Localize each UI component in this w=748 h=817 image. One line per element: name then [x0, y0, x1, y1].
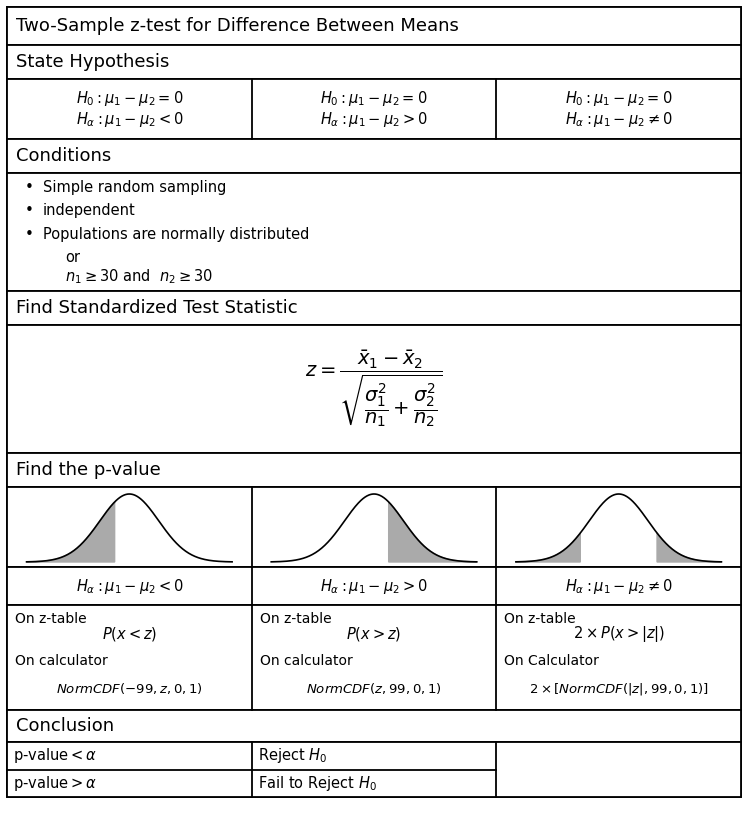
Text: Simple random sampling: Simple random sampling: [43, 180, 227, 194]
Bar: [7, 173, 741, 291]
Polygon shape: [657, 533, 721, 562]
Bar: [7, 742, 741, 797]
Text: On calculator: On calculator: [260, 654, 352, 667]
Text: Populations are normally distributed: Populations are normally distributed: [43, 227, 310, 242]
Text: $H_0:\mu_1 - \mu_2 = 0$
$H_\alpha:\mu_1 - \mu_2 < 0$: $H_0:\mu_1 - \mu_2 = 0$ $H_\alpha:\mu_1 …: [76, 88, 183, 129]
Bar: [7, 325, 741, 453]
Text: Find Standardized Test Statistic: Find Standardized Test Statistic: [16, 299, 298, 317]
Text: Conditions: Conditions: [16, 147, 111, 165]
Bar: [7, 7, 741, 45]
Bar: [7, 291, 741, 325]
Text: $z = \dfrac{\bar{x}_1 - \bar{x}_2}{\sqrt{\dfrac{\sigma_1^2}{n_1} + \dfrac{\sigma: $z = \dfrac{\bar{x}_1 - \bar{x}_2}{\sqrt…: [305, 348, 443, 430]
Polygon shape: [27, 502, 114, 562]
Text: $P(x > z)$: $P(x > z)$: [346, 625, 402, 644]
Text: On z-table: On z-table: [15, 612, 87, 626]
Text: On calculator: On calculator: [15, 654, 108, 667]
Text: State Hypothesis: State Hypothesis: [16, 53, 169, 71]
Text: On z-table: On z-table: [260, 612, 331, 626]
Text: •: •: [25, 203, 34, 218]
Text: $P(x < z)$: $P(x < z)$: [102, 625, 157, 644]
Bar: [7, 710, 741, 742]
Bar: [7, 79, 741, 139]
Text: Two-Sample z-test for Difference Between Means: Two-Sample z-test for Difference Between…: [16, 17, 459, 35]
Text: $2 \times P(x > |z|)$: $2 \times P(x > |z|)$: [572, 624, 665, 645]
Text: or: or: [65, 251, 80, 266]
Text: $2 \times [NormCDF(|z|, 99, 0,1)]$: $2 \times [NormCDF(|z|, 99, 0,1)]$: [529, 681, 708, 697]
Bar: [7, 45, 741, 79]
Text: $H_0:\mu_1 - \mu_2 = 0$
$H_\alpha:\mu_1 - \mu_2 > 0$: $H_0:\mu_1 - \mu_2 = 0$ $H_\alpha:\mu_1 …: [320, 88, 428, 129]
Text: Conclusion: Conclusion: [16, 717, 114, 735]
Text: Find the p-value: Find the p-value: [16, 461, 161, 479]
Text: •: •: [25, 180, 34, 194]
Text: independent: independent: [43, 203, 135, 218]
Text: $H_0:\mu_1 - \mu_2 = 0$
$H_\alpha:\mu_1 - \mu_2 \neq 0$: $H_0:\mu_1 - \mu_2 = 0$ $H_\alpha:\mu_1 …: [565, 88, 672, 129]
Text: Reject $H_0$: Reject $H_0$: [257, 746, 327, 766]
Bar: [7, 605, 741, 710]
Text: $H_\alpha:\mu_1 - \mu_2 < 0$: $H_\alpha:\mu_1 - \mu_2 < 0$: [76, 577, 183, 596]
Text: $H_\alpha:\mu_1 - \mu_2 \neq 0$: $H_\alpha:\mu_1 - \mu_2 \neq 0$: [565, 577, 672, 596]
Bar: [7, 567, 741, 605]
Text: p-value$< \alpha$: p-value$< \alpha$: [13, 746, 97, 766]
Polygon shape: [516, 533, 580, 562]
Text: Fail to Reject $H_0$: Fail to Reject $H_0$: [257, 774, 376, 792]
Bar: [7, 139, 741, 173]
Text: $n_1 \geq 30$ and  $n_2 \geq 30$: $n_1 \geq 30$ and $n_2 \geq 30$: [65, 267, 213, 286]
Bar: [7, 453, 741, 487]
Text: On z-table: On z-table: [504, 612, 576, 626]
Text: $NormCDF(z, 99, 0,1)$: $NormCDF(z, 99, 0,1)$: [306, 681, 442, 697]
Text: $NormCDF(-99, z, 0,1)$: $NormCDF(-99, z, 0,1)$: [56, 681, 203, 697]
Text: On Calculator: On Calculator: [504, 654, 599, 667]
Text: $H_\alpha:\mu_1 - \mu_2 > 0$: $H_\alpha:\mu_1 - \mu_2 > 0$: [320, 577, 428, 596]
Bar: [7, 487, 741, 567]
Text: •: •: [25, 227, 34, 242]
Text: p-value$> \alpha$: p-value$> \alpha$: [13, 774, 97, 792]
Polygon shape: [389, 502, 476, 562]
